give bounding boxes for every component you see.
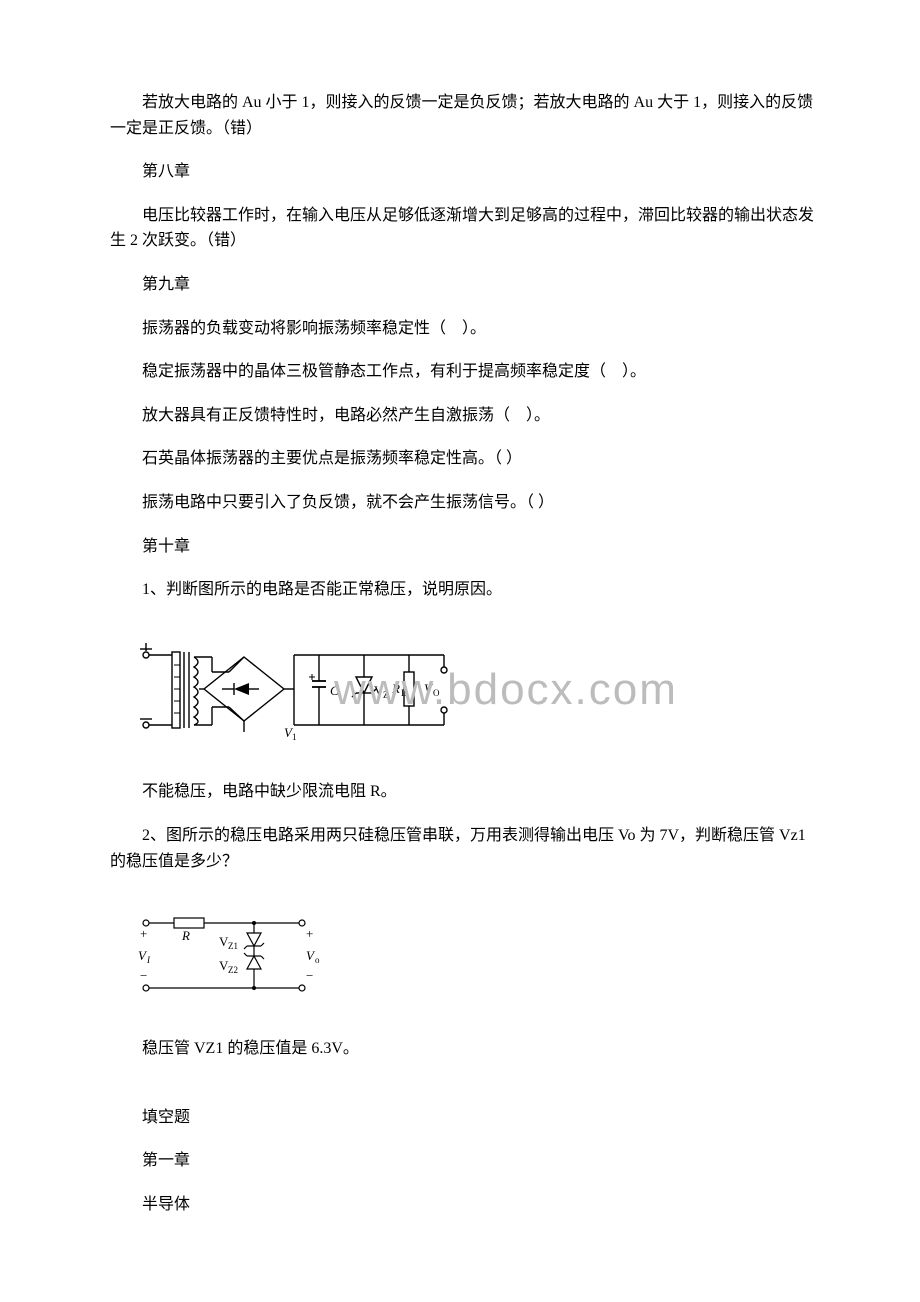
label-minus-left: − <box>140 968 147 983</box>
paragraph-text: 若放大电路的 Au 小于 1，则接入的反馈一定是负反馈；若放大电路的 Au 大于… <box>110 90 820 141</box>
label-rl: R <box>391 681 400 696</box>
chapter-heading: 第十章 <box>110 534 820 560</box>
label-vz2-sub: Z2 <box>228 965 238 975</box>
answer-text: 稳压管 VZ1 的稳压值是 6.3V。 <box>110 1036 820 1062</box>
label-vo2-sub: o <box>315 955 320 965</box>
circuit-svg-1: V 1 C V Z R L V O <box>134 637 474 747</box>
paragraph-text: 电压比较器工作时，在输入电压从足够低逐渐增大到足够高的过程中，滞回比较器的输出状… <box>110 203 820 254</box>
label-rl-sub: L <box>401 688 407 698</box>
section-heading: 填空题 <box>110 1105 820 1131</box>
question-text: 1、判断图所示的电路是否能正常稳压，说明原因。 <box>110 577 820 603</box>
label-vz-sub: Z <box>383 690 389 700</box>
chapter-heading: 第九章 <box>110 272 820 298</box>
label-c: C <box>330 683 339 698</box>
label-vo-sub: O <box>433 688 440 698</box>
label-plus-right: + <box>306 926 313 941</box>
label-v1-sub: 1 <box>292 732 297 742</box>
paragraph-text: 振荡器的负载变动将影响振荡频率稳定性（ ）。 <box>110 316 820 342</box>
label-r: R <box>181 928 190 943</box>
circuit-diagram-2: + − + − R V I V o V Z1 V Z2 <box>134 908 324 1003</box>
paragraph-text: 振荡电路中只要引入了负反馈，就不会产生振荡信号。（ ） <box>110 490 820 516</box>
chapter-heading: 第八章 <box>110 159 820 185</box>
circuit-svg-2: + − + − R V I V o V Z1 V Z2 <box>134 908 324 1003</box>
circuit-diagram-1: V 1 C V Z R L V O www.bdocx.com <box>134 637 474 747</box>
question-text: 2、图所示的稳压电路采用两只硅稳压管串联，万用表测得输出电压 Vo 为 7V，判… <box>110 823 820 874</box>
label-minus-right: − <box>306 968 313 983</box>
topic-text: 半导体 <box>110 1192 820 1218</box>
paragraph-text: 稳定振荡器中的晶体三极管静态工作点，有利于提高频率稳定度（ ）。 <box>110 359 820 385</box>
label-vi-sub: I <box>146 955 151 965</box>
answer-text: 不能稳压，电路中缺少限流电阻 R。 <box>110 779 820 805</box>
chapter-heading: 第一章 <box>110 1148 820 1174</box>
label-plus-left: + <box>140 926 147 941</box>
paragraph-text: 放大器具有正反馈特性时，电路必然产生自激振荡（ ）。 <box>110 403 820 429</box>
paragraph-text: 石英晶体振荡器的主要优点是振荡频率稳定性高。（ ） <box>110 446 820 472</box>
label-vz1-sub: Z1 <box>228 941 238 951</box>
